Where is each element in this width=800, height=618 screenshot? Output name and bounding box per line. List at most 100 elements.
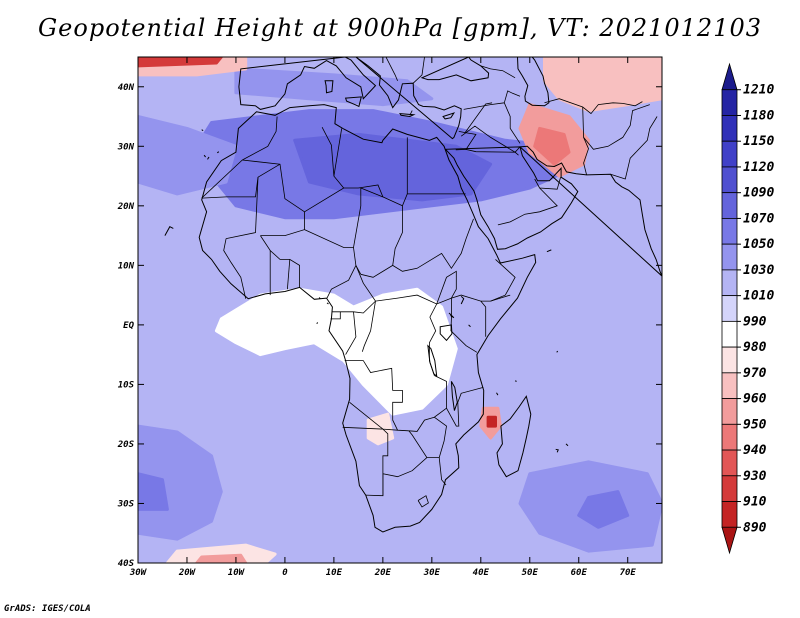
border-line xyxy=(342,426,389,496)
border-line xyxy=(446,387,484,427)
border-line xyxy=(365,457,428,497)
small-island xyxy=(201,129,204,132)
lon-tick-label: 50E xyxy=(522,568,539,578)
colorbar-bin xyxy=(721,449,738,477)
border-line xyxy=(463,102,505,110)
lat-tick-label: 30S xyxy=(117,499,135,509)
colorbar-bin xyxy=(721,346,738,374)
fill-south-ocean-low xyxy=(165,543,277,563)
lat-tick-label: EQ xyxy=(123,321,134,331)
border-line xyxy=(460,125,521,153)
small-island xyxy=(496,392,499,396)
border-line xyxy=(360,265,393,278)
colorbar-label: 970 xyxy=(743,366,767,381)
lon-tick-label: 30E xyxy=(423,568,441,578)
fill-libya-egypt-high xyxy=(293,132,493,202)
border-line xyxy=(503,102,521,144)
balkans-turkey-coastline xyxy=(355,57,462,140)
border-line xyxy=(583,104,650,150)
colorbar-label: 980 xyxy=(743,340,767,355)
border-line xyxy=(223,238,247,299)
lon-tick-label: 10W xyxy=(228,568,246,578)
geopotential-height-fill xyxy=(138,57,662,563)
border-line xyxy=(201,177,259,199)
border-line xyxy=(201,159,243,199)
colorbar-bin xyxy=(721,115,738,142)
colorbar-label: 1030 xyxy=(743,263,774,278)
colorbar-label: 950 xyxy=(743,417,767,432)
fill-south-atlantic-high-core xyxy=(138,472,169,511)
border-line xyxy=(287,259,291,290)
map-frame xyxy=(137,56,663,564)
colorbar-label: 1010 xyxy=(743,289,774,304)
fill-tropical-low xyxy=(214,287,458,416)
border-line xyxy=(417,495,429,508)
lat-tick-label: 10N xyxy=(118,261,135,271)
lat-tick-label: 20S xyxy=(117,440,135,450)
political-borders xyxy=(201,57,658,508)
small-island xyxy=(203,154,206,158)
colorbar-label: 960 xyxy=(743,392,767,407)
fill-iberia-low-core xyxy=(138,57,223,68)
colorbar-bin xyxy=(721,320,738,348)
caspian-coastline xyxy=(516,57,550,107)
lon-tick-label: 60E xyxy=(571,568,588,578)
small-island xyxy=(555,448,559,453)
border-line xyxy=(544,98,643,115)
lon-tick-label: 30W xyxy=(129,568,148,578)
colorbar-label: 910 xyxy=(743,495,767,510)
colorbar-label: 1070 xyxy=(743,211,774,226)
fill-indian-ocean-high-core xyxy=(577,490,630,529)
fill-tropical-cyclone-core xyxy=(486,415,497,428)
small-island xyxy=(326,302,329,305)
border-line xyxy=(304,229,354,248)
colorbar-label: 1090 xyxy=(743,186,774,201)
lon-tick-label: 0 xyxy=(282,568,288,578)
border-line xyxy=(260,235,301,288)
border-line xyxy=(497,187,558,226)
colorbar-bin xyxy=(721,89,738,116)
small-island xyxy=(565,443,569,447)
lat-tick-label: 10S xyxy=(118,380,135,390)
colorbar-label: 1050 xyxy=(743,237,774,252)
lon-tick-label: 10E xyxy=(326,568,343,578)
border-line xyxy=(436,270,457,305)
persian-gulf-coastline xyxy=(518,145,662,277)
lon-tick-label: 20W xyxy=(178,568,197,578)
border-line xyxy=(582,106,589,175)
colorbar-bin xyxy=(721,62,738,91)
border-line xyxy=(465,148,519,156)
lake-tanganyika xyxy=(427,344,438,378)
sardinia-coastline xyxy=(324,80,334,94)
lat-tick-label: 20N xyxy=(117,202,135,212)
border-line xyxy=(490,259,516,302)
colorbar-label: 1210 xyxy=(743,83,774,98)
border-line xyxy=(321,127,345,189)
border-line xyxy=(326,265,357,299)
border-line xyxy=(333,128,343,177)
grads-credit: GrADS: IGES/COLA xyxy=(4,604,91,614)
arabia-coastline xyxy=(444,146,579,250)
small-island xyxy=(207,156,210,160)
colorbar-label: 990 xyxy=(743,314,767,329)
black-sea-coastline xyxy=(420,57,490,82)
lat-tick-label: 40N xyxy=(118,83,135,93)
map-axes: 30W 20W 10W 0 10E 20E 30E 40E 50E 60E 70E 40N 30N 20N… xyxy=(117,57,662,578)
colorbar-bin xyxy=(721,166,738,194)
small-island xyxy=(556,350,559,353)
border-line xyxy=(226,163,281,239)
border-line xyxy=(242,159,384,213)
small-island xyxy=(460,295,465,305)
border-line xyxy=(392,193,474,272)
border-line xyxy=(242,116,278,161)
border-line xyxy=(385,57,398,81)
colorbar-label: 1120 xyxy=(743,160,774,175)
small-island xyxy=(448,312,455,319)
fill-central-asia-low xyxy=(543,57,662,113)
lat-tick-label: 30N xyxy=(117,142,135,152)
sicily-coastline xyxy=(344,96,362,108)
fill-mediterranean-high xyxy=(234,67,434,107)
colorbar-bin xyxy=(721,423,738,451)
colorbar-label: 940 xyxy=(743,443,767,458)
